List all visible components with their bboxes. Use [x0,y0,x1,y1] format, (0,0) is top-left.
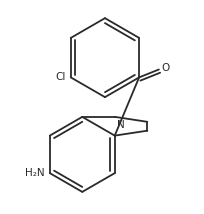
Text: N: N [117,120,124,130]
Text: H₂N: H₂N [25,168,45,178]
Text: O: O [162,62,170,73]
Text: Cl: Cl [55,72,66,82]
